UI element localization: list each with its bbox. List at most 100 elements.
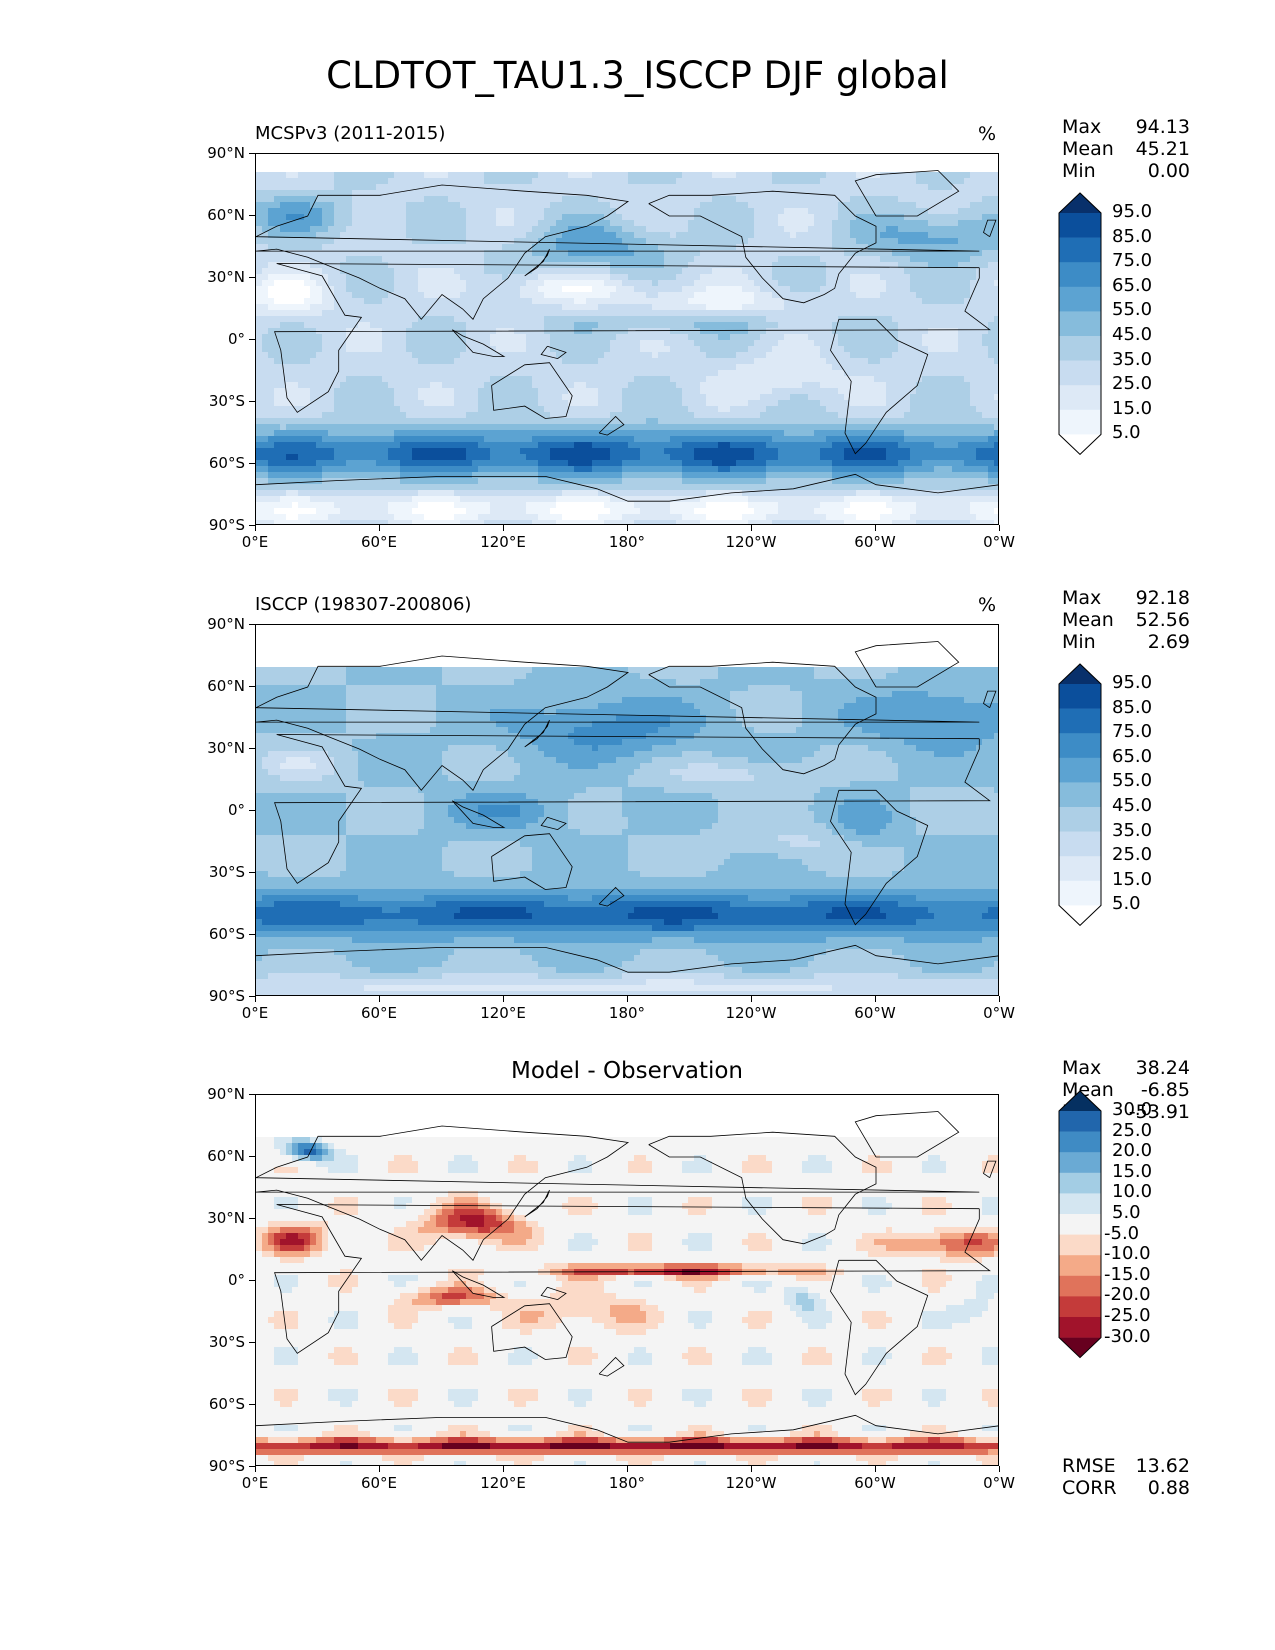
coastline-1 — [256, 184, 980, 320]
colorbar-level-label: 5.0 — [1112, 422, 1141, 443]
stat-label: Min — [1062, 160, 1096, 182]
lat-tick — [249, 215, 255, 216]
lon-tick-label: 0°E — [220, 1004, 290, 1022]
coastline-5 — [854, 170, 960, 217]
colorbar-bin — [1059, 311, 1101, 337]
lon-tick-label: 60°E — [344, 1004, 414, 1022]
coastline-7 — [524, 719, 550, 748]
colorbar-bin — [1059, 856, 1101, 882]
lat-tick-label: 60°N — [175, 1147, 245, 1165]
stat-value: -6.85 — [1141, 1079, 1190, 1101]
stat-row: CORR 0.88 — [1062, 1477, 1190, 1499]
stat-row: Max 38.24 — [1062, 1057, 1190, 1079]
colorbar-bin — [1059, 1131, 1101, 1153]
colorbar-outline — [1058, 663, 1102, 927]
lat-tick-label: 60°S — [175, 925, 245, 943]
lat-tick — [249, 1280, 255, 1281]
lat-tick — [249, 996, 255, 997]
lat-tick-label: 60°S — [175, 1395, 245, 1413]
stat-label: Mean — [1062, 609, 1114, 631]
lon-tick-label: 180° — [592, 1474, 662, 1492]
lon-tick — [503, 525, 504, 531]
lat-tick — [249, 1404, 255, 1405]
coastline-9 — [540, 345, 567, 360]
lon-tick — [503, 996, 504, 1002]
colorbar-bin — [1059, 757, 1101, 783]
coastline-10 — [598, 415, 625, 436]
lon-tick — [627, 1466, 628, 1472]
colorbar-level-label: 30.0 — [1112, 1099, 1152, 1120]
stat-label: RMSE — [1062, 1455, 1116, 1477]
colorbar-model — [1058, 192, 1102, 456]
lat-tick — [249, 934, 255, 935]
colorbar-bin — [1059, 1296, 1101, 1318]
lat-tick-label: 90°N — [175, 144, 245, 162]
lat-tick-label: 0° — [175, 330, 245, 348]
coastline-1 — [256, 655, 980, 791]
coastline-3 — [648, 190, 877, 304]
colorbar-bin — [1059, 1193, 1101, 1215]
colorbar-level-label: 25.0 — [1112, 844, 1152, 865]
coastline-11 — [983, 219, 997, 238]
coastline-3 — [648, 661, 877, 775]
lat-tick — [249, 748, 255, 749]
colorbar-level-label: 25.0 — [1112, 1120, 1152, 1141]
colorbar-bin — [1059, 286, 1101, 312]
colorbar-level-label: 5.0 — [1112, 893, 1141, 914]
lat-tick-label: 30°S — [175, 1333, 245, 1351]
lat-tick — [249, 1156, 255, 1157]
stat-label: Min — [1062, 631, 1096, 653]
stats-block: Max 92.18 Mean 52.56 Min 2.69 — [1062, 587, 1190, 653]
colorbar-level-label: -15.0 — [1104, 1264, 1151, 1285]
colorbar-extend-bottom — [1059, 434, 1101, 455]
lat-tick — [249, 624, 255, 625]
coastline-4 — [830, 1259, 929, 1396]
colorbar-level-label: 35.0 — [1112, 349, 1152, 370]
lon-tick — [875, 525, 876, 531]
lat-tick-label: 30°S — [175, 863, 245, 881]
colorbar-bin — [1059, 335, 1101, 361]
lat-tick — [249, 401, 255, 402]
lat-tick — [249, 810, 255, 811]
coastline-7 — [524, 248, 550, 277]
lat-tick — [249, 1094, 255, 1095]
colorbar-bin — [1059, 1172, 1101, 1194]
lon-tick — [255, 1466, 256, 1472]
colorbar-bin — [1059, 409, 1101, 435]
colorbar-bin — [1059, 1152, 1101, 1174]
coastline-11 — [983, 1160, 997, 1179]
colorbar-level-label: -30.0 — [1104, 1326, 1151, 1347]
colorbar-level-label: 95.0 — [1112, 672, 1152, 693]
colorbar-level-label: 85.0 — [1112, 697, 1152, 718]
colorbar-bin — [1059, 385, 1101, 411]
stat-value: 52.56 — [1136, 609, 1190, 631]
colorbar-level-label: 75.0 — [1112, 721, 1152, 742]
colorbar-wrap — [1058, 663, 1102, 930]
lon-tick — [751, 1466, 752, 1472]
lat-tick — [249, 463, 255, 464]
lon-tick — [627, 996, 628, 1002]
lon-tick — [751, 996, 752, 1002]
stat-value: 2.69 — [1148, 631, 1190, 653]
colorbar-bin — [1059, 1316, 1101, 1338]
coastline-6 — [256, 473, 998, 502]
coastline-9 — [540, 816, 567, 831]
colorbar-extend-bottom — [1059, 905, 1101, 926]
colorbar-level-label: 20.0 — [1112, 1140, 1152, 1161]
coastline-5 — [854, 641, 960, 688]
stat-label: Max — [1062, 116, 1101, 138]
colorbar-bin — [1059, 1255, 1101, 1277]
coastline-2 — [491, 362, 573, 419]
panel-left-title: MCSPv3 (2011-2015) — [255, 123, 445, 144]
coastline-0 — [274, 1204, 991, 1354]
coastline-4 — [830, 318, 929, 455]
lon-tick — [255, 996, 256, 1002]
colorbar-bin — [1059, 806, 1101, 832]
stat-label: Mean — [1062, 138, 1114, 160]
lon-tick-label: 0°W — [964, 533, 1034, 551]
lon-tick — [503, 1466, 504, 1472]
lat-tick-label: 90°S — [175, 987, 245, 1005]
map-field-svg — [256, 641, 998, 995]
stat-row: RMSE 13.62 — [1062, 1455, 1190, 1477]
coastline-7 — [524, 1189, 550, 1218]
